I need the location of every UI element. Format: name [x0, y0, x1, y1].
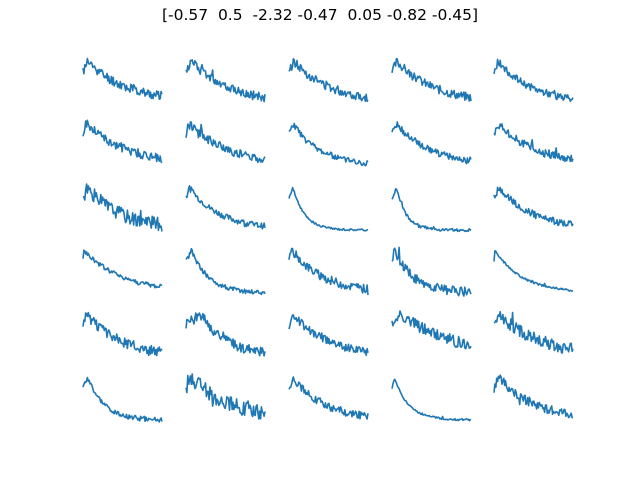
series-line-r1-c1 — [185, 121, 266, 164]
series-line-r0-c1 — [185, 59, 266, 103]
figure-title: [-0.57 0.5 -2.32 -0.47 0.05 -0.82 -0.45] — [161, 6, 479, 24]
series-line-r4-c3 — [391, 310, 472, 350]
series-line-r4-c0 — [82, 311, 163, 357]
series-line-r2-c1 — [185, 185, 266, 230]
series-line-r1-c0 — [82, 119, 163, 164]
series-line-r4-c4 — [493, 310, 574, 354]
series-line-r5-c0 — [82, 376, 163, 423]
series-line-r0-c2 — [288, 57, 369, 103]
series-line-r0-c0 — [82, 57, 163, 100]
series-line-r2-c0 — [82, 183, 163, 232]
series-line-r1-c4 — [493, 123, 574, 163]
series-line-r5-c4 — [493, 374, 574, 419]
series-line-r3-c2 — [288, 247, 369, 296]
series-line-r2-c3 — [391, 188, 472, 233]
series-line-r0-c4 — [493, 58, 574, 103]
series-line-r5-c1 — [185, 373, 266, 420]
series-line-r3-c4 — [493, 250, 574, 293]
series-line-r5-c3 — [391, 378, 472, 422]
series-line-r4-c2 — [288, 314, 369, 357]
series-line-r2-c2 — [288, 186, 369, 232]
series-line-r3-c0 — [82, 249, 163, 289]
series-line-r1-c2 — [288, 122, 369, 167]
series-line-r4-c1 — [185, 312, 266, 357]
series-line-r3-c1 — [185, 247, 266, 296]
series-line-r1-c3 — [391, 121, 472, 165]
series-line-r0-c3 — [391, 57, 472, 102]
series-line-r5-c2 — [288, 376, 369, 420]
series-line-r3-c3 — [391, 246, 472, 297]
series-line-r2-c4 — [493, 186, 574, 227]
